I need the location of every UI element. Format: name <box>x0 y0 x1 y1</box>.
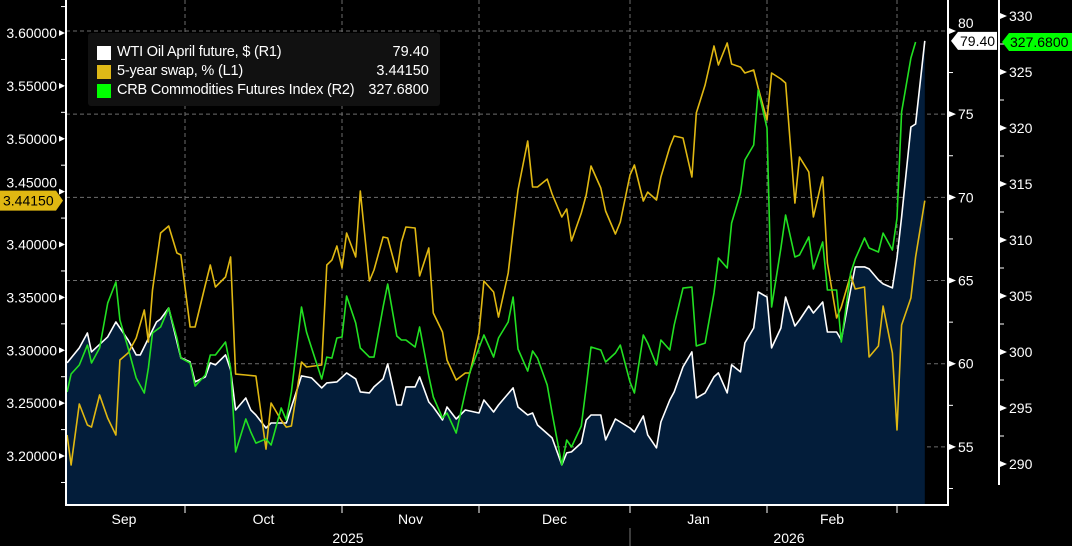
x-month-label: Feb <box>820 511 844 527</box>
x-month-label: Nov <box>398 511 423 527</box>
r2-tick-pointer <box>1000 69 1007 76</box>
r1-tick-label: 65 <box>958 273 974 289</box>
legend-label-text: WTI Oil April future, $ (R1) <box>117 44 282 60</box>
r1-tick-pointer <box>949 360 956 367</box>
left-tick-label: 3.30000 <box>6 342 57 358</box>
left-tick-label: 3.60000 <box>6 25 57 41</box>
x-month-label: Jan <box>687 511 710 527</box>
r1-tick-pointer <box>949 111 956 118</box>
x-year-label: 2026 <box>773 530 804 546</box>
r2-tick-label: 325 <box>1009 64 1033 80</box>
left-tick-label: 3.55000 <box>6 78 57 94</box>
left-tick-label: 3.50000 <box>6 131 57 147</box>
r1-tick-pointer <box>949 27 956 34</box>
r2-tick-label: 310 <box>1009 232 1033 248</box>
left-tick-pointer <box>59 82 65 89</box>
left-tick-pointer <box>59 294 65 301</box>
legend-swatch-swap <box>97 65 111 79</box>
legend-value: 3.44150 <box>376 63 429 79</box>
legend-label: WTI Oil April future, $ (R1) <box>97 43 354 62</box>
wti-area <box>66 40 925 506</box>
r2-tick-pointer <box>1000 237 1007 244</box>
x-year-label: 2025 <box>332 530 363 546</box>
r1-tick-label: 70 <box>958 189 974 205</box>
legend-value: 327.6800 <box>368 82 429 98</box>
r2-tick-label: 305 <box>1009 288 1033 304</box>
legend-label-text: 5-year swap, % (L1) <box>117 63 243 79</box>
r1-tick-pointer <box>949 277 956 284</box>
r2-tick-label: 300 <box>1009 344 1033 360</box>
swap-badge-text: 3.44150 <box>3 193 54 209</box>
legend: WTI Oil April future, $ (R1) 79.40 5-yea… <box>88 33 440 106</box>
legend-swatch-wti <box>97 46 111 60</box>
legend-label: 5-year swap, % (L1) <box>97 62 354 81</box>
crb-line <box>66 41 917 466</box>
last-value-badges: 3.44150 79.40 327.6800 <box>0 31 1072 211</box>
left-tick-pointer <box>59 29 65 36</box>
r1-tick-label: 75 <box>958 106 974 122</box>
left-tick-pointer <box>59 188 65 195</box>
series-lines <box>66 40 926 466</box>
r1-tick-label: 60 <box>958 356 974 372</box>
r2-tick-label: 320 <box>1009 120 1033 136</box>
wti-badge-text: 79.40 <box>960 33 995 49</box>
r2-tick-pointer <box>1000 293 1007 300</box>
r1-tick-label: 80 <box>958 15 974 31</box>
crb-badge-text: 327.6800 <box>1010 34 1069 50</box>
r2-tick-pointer <box>1000 181 1007 188</box>
legend-label: CRB Commodities Futures Index (R2) <box>97 81 355 100</box>
left-tick-label: 3.45000 <box>6 175 57 191</box>
left-tick-pointer <box>59 453 65 460</box>
x-month-label: Dec <box>542 511 567 527</box>
r2-tick-label: 315 <box>1009 176 1033 192</box>
r2-tick-pointer <box>1000 125 1007 132</box>
r2-tick-pointer <box>1000 349 1007 356</box>
left-tick-label: 3.40000 <box>6 237 57 253</box>
crb-last-value-badge <box>1002 32 1072 51</box>
x-month-label: Sep <box>112 511 137 527</box>
r2-tick-pointer <box>1000 405 1007 412</box>
r2-tick-label: 330 <box>1009 8 1033 24</box>
left-tick-pointer <box>59 347 65 354</box>
r1-tick-label: 55 <box>958 439 974 455</box>
r1-tick-pointer <box>949 194 956 201</box>
legend-value: 79.40 <box>392 44 429 60</box>
r1-tick-pointer <box>949 443 956 450</box>
wti-area-fill <box>66 40 925 506</box>
left-tick-label: 3.35000 <box>6 289 57 305</box>
swap-line <box>66 42 926 466</box>
axes: 3.60000 3.55000 3.50000 3.45000 3.40000 3.350… <box>6 0 1033 546</box>
swap-last-value-badge <box>0 190 63 211</box>
r2-tick-label: 295 <box>1009 400 1033 416</box>
left-tick-label: 3.25000 <box>6 395 57 411</box>
r2-tick-label: 290 <box>1009 456 1033 472</box>
wti-last-value-badge <box>951 31 997 50</box>
left-tick-pointer <box>59 241 65 248</box>
legend-label-text: CRB Commodities Futures Index (R2) <box>117 82 355 98</box>
r2-tick-pointer <box>1000 13 1007 20</box>
left-tick-pointer <box>59 400 65 407</box>
left-tick-pointer <box>59 135 65 142</box>
r2-tick-pointer <box>1000 461 1007 468</box>
x-month-label: Oct <box>253 511 275 527</box>
left-tick-label: 3.20000 <box>6 448 57 464</box>
legend-swatch-crb <box>97 84 111 98</box>
